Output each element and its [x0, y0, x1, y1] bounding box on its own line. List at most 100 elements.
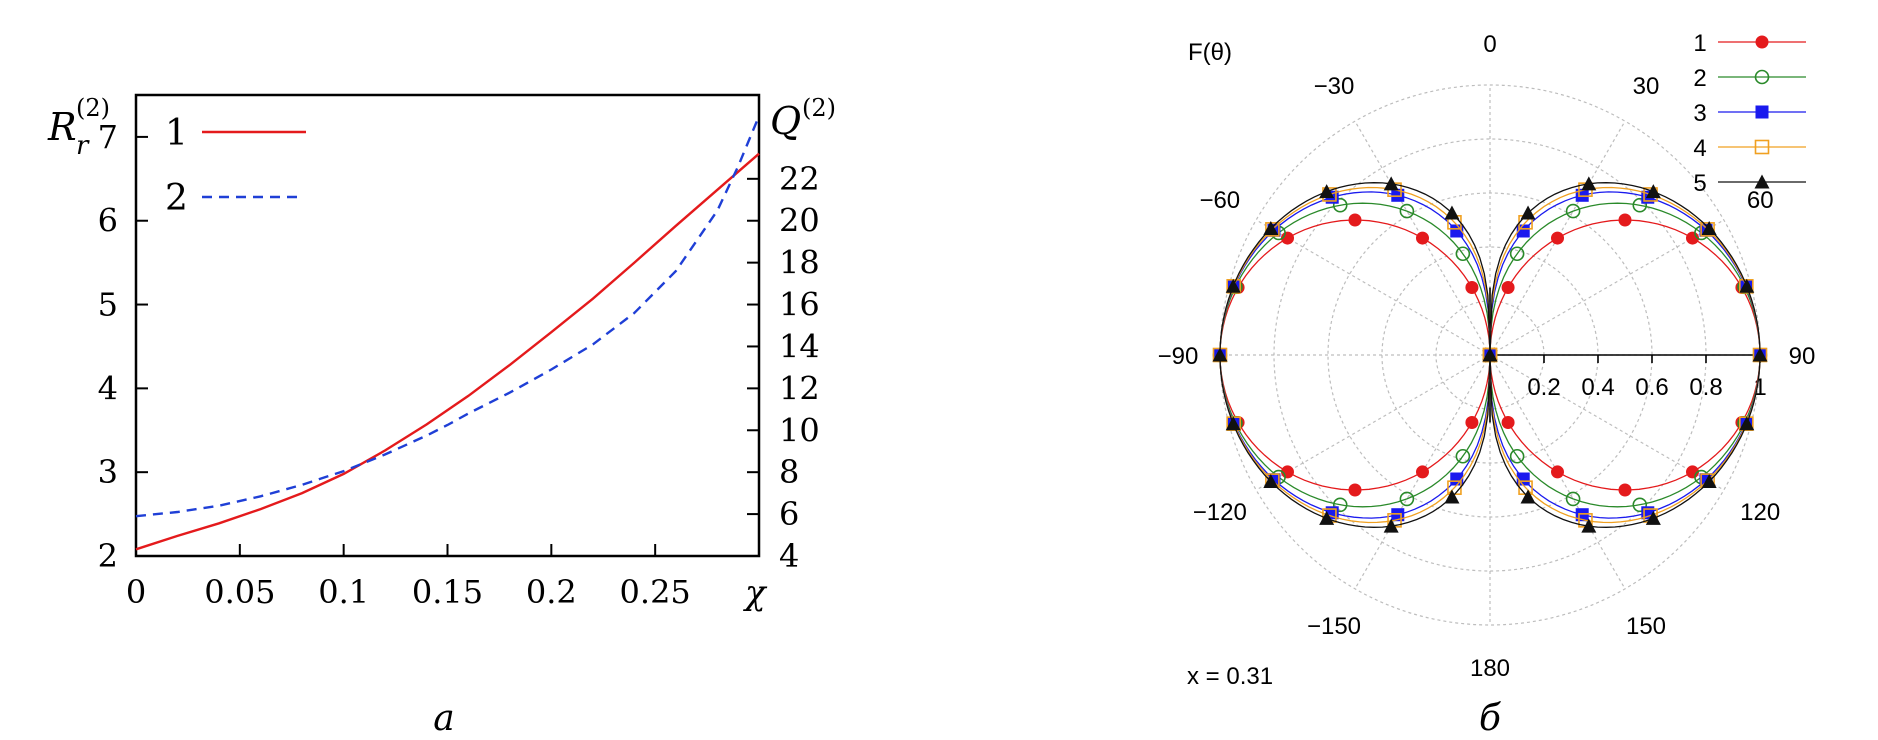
data-point [1509, 448, 1525, 464]
data-point [1565, 491, 1581, 507]
panel-label-b: б [1479, 698, 1502, 739]
angle-tick-label: 150 [1626, 613, 1666, 640]
grid-spoke [1255, 354, 1491, 491]
svg-text:r: r [76, 131, 90, 161]
polar-chart-panel: 0 30 60 90 120 150 180 −150 −120 −90 −60 −30 0.2 0.4… [1158, 30, 1816, 739]
series-line-1 [135, 152, 760, 551]
data-point [1520, 205, 1536, 220]
angle-tick-label: −30 [1314, 73, 1355, 100]
angle-tick-label: −90 [1158, 343, 1199, 370]
data-point [1618, 483, 1632, 497]
data-point [1399, 491, 1415, 507]
y-left-tick-label: 5 [98, 286, 118, 324]
y-right-tick-label: 14 [779, 327, 820, 365]
angle-tick-label: −120 [1193, 499, 1247, 526]
data-point [1618, 213, 1632, 227]
x-tick-label: 0.25 [620, 573, 691, 611]
data-point [1752, 347, 1768, 362]
data-point [1348, 213, 1362, 227]
plot-frame [134, 93, 761, 558]
y-right-axis-label: Q (2) [770, 94, 836, 143]
data-point [1645, 184, 1661, 199]
angle-tick-label: 120 [1740, 499, 1780, 526]
svg-text:R: R [47, 105, 77, 149]
y-right-tick-label: 20 [779, 202, 820, 240]
legend-label-1: 1 [165, 113, 188, 154]
x-axis-label: χ [743, 573, 768, 613]
data-point [1455, 246, 1471, 262]
y-right-tick-label: 8 [779, 453, 799, 491]
data-point [1501, 416, 1515, 429]
legend-label: 1 [1693, 30, 1706, 57]
svg-text:Q: Q [770, 99, 801, 143]
data-point [1450, 224, 1464, 238]
radial-tick-label: 0.4 [1581, 374, 1614, 401]
angle-tick-labels: 0 30 60 90 120 150 180 −150 −120 −90 −60 −30 [1158, 31, 1816, 682]
data-point [1581, 176, 1597, 191]
data-point [1265, 222, 1280, 237]
y-left-tick-label: 3 [98, 453, 118, 491]
polar-ylabel: F(θ) [1188, 39, 1232, 66]
y-right-tick-label: 6 [779, 495, 799, 533]
data-point [1319, 510, 1335, 525]
data-point [1383, 176, 1399, 191]
data-point [1645, 510, 1661, 525]
legend-label: 4 [1693, 135, 1706, 162]
radial-axis: 0.2 0.4 0.6 0.8 1 [1489, 287, 1767, 423]
y-left-tick-label: 6 [98, 202, 118, 240]
radial-tick-label: 0.8 [1689, 374, 1722, 401]
data-point [1444, 205, 1460, 220]
data-point [1455, 448, 1471, 464]
series-5 [1212, 176, 1768, 533]
angle-tick-label: 0 [1483, 31, 1496, 58]
y-right-tick-label: 18 [779, 244, 820, 282]
series-line-2 [135, 115, 761, 518]
data-point [1212, 347, 1228, 362]
data-point [1755, 35, 1769, 49]
data-point [1754, 69, 1770, 85]
data-point [1465, 281, 1479, 294]
x-tick-label: 0 [126, 573, 146, 611]
data-point [1465, 416, 1479, 429]
data-point [1501, 281, 1515, 294]
x-tick-label: 0.05 [204, 573, 275, 611]
data-point [1632, 197, 1648, 213]
legend-label-2: 2 [165, 178, 188, 219]
y-left-tick-label: 2 [98, 537, 118, 575]
y-right-tick-label: 22 [779, 160, 820, 198]
y-right-tick-label: 4 [779, 537, 799, 575]
grid-spoke [1255, 219, 1491, 356]
angle-tick-label: 90 [1789, 343, 1816, 370]
angle-tick-label: 30 [1633, 73, 1660, 100]
y-left-axis-ticks: 2 3 4 5 6 7 [98, 118, 148, 575]
data-point [1739, 416, 1755, 431]
data-point [1581, 518, 1597, 533]
series-lines [135, 115, 761, 551]
data-point [1516, 472, 1530, 486]
radial-tick-label: 0.2 [1527, 374, 1560, 401]
data-point [1509, 246, 1525, 262]
data-point [1551, 231, 1564, 245]
legend-label: 3 [1693, 100, 1706, 127]
data-point [1319, 184, 1335, 199]
legend: 1 2 3 4 5 [1693, 30, 1806, 197]
grid-spoke [1489, 354, 1725, 491]
y-right-tick-label: 10 [779, 411, 820, 449]
data-point [1383, 518, 1399, 533]
legend: 1 2 [165, 113, 306, 219]
data-point [1263, 220, 1279, 235]
data-point [1520, 489, 1536, 504]
data-point [1444, 489, 1460, 504]
data-point [1565, 203, 1581, 219]
data-point [1551, 465, 1564, 479]
y-left-tick-label: 4 [98, 369, 118, 407]
svg-text:(2): (2) [802, 94, 836, 122]
data-point [1701, 474, 1717, 489]
data-point [1739, 278, 1755, 293]
data-point [1416, 465, 1429, 479]
data-point [1754, 139, 1770, 155]
data-point [1332, 497, 1348, 513]
angle-tick-label: −60 [1199, 187, 1240, 214]
